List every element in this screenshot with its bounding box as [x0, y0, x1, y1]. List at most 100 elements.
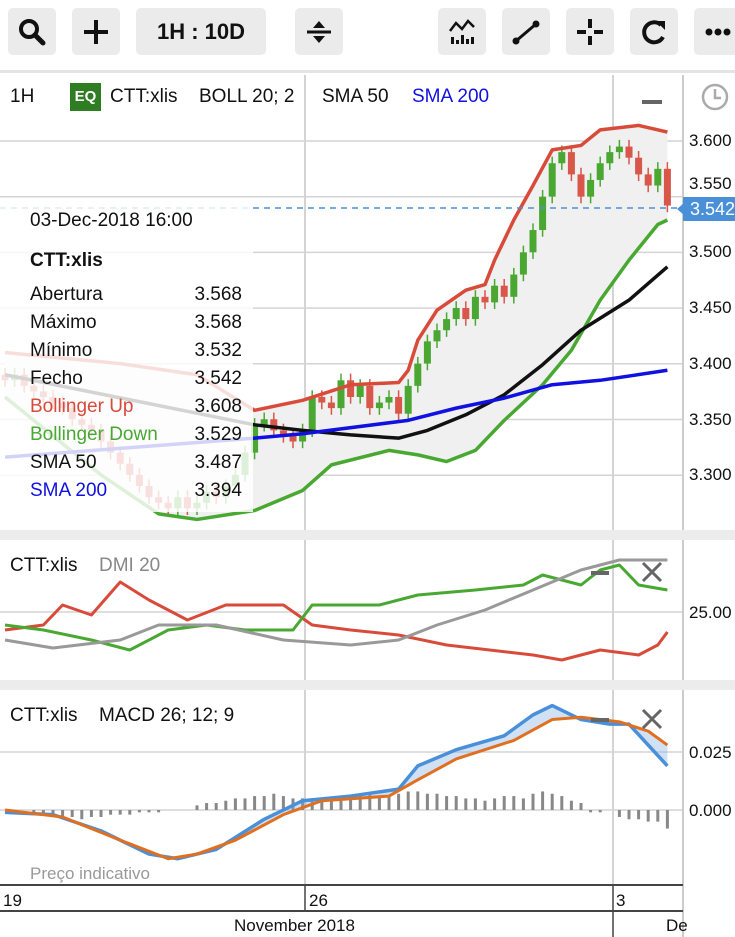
day-label: 26: [309, 891, 328, 910]
histogram-bar: [425, 793, 429, 810]
histogram-bar: [550, 793, 554, 810]
histogram-bar: [416, 791, 420, 810]
last-price-arrow-icon: [677, 203, 684, 215]
study-boll[interactable]: BOLL 20; 2: [199, 86, 295, 107]
histogram-bar: [521, 798, 525, 810]
minimize-icon[interactable]: [642, 100, 662, 104]
refresh-icon: [642, 19, 665, 44]
candle-body: [414, 363, 422, 386]
histogram-bar: [656, 810, 660, 822]
macd-tick: 0.000: [689, 801, 732, 820]
draw-line-icon: [512, 20, 540, 44]
search-button[interactable]: [8, 8, 56, 55]
close-icon[interactable]: [641, 708, 663, 730]
price-tick: 3.500: [689, 242, 732, 262]
macd-line: [4, 703, 669, 861]
candle-body: [567, 152, 575, 175]
tooltip-value: 3.529: [194, 424, 242, 445]
tooltip-label: Fecho: [30, 368, 83, 389]
more-button[interactable]: [694, 8, 735, 55]
clock-icon[interactable]: [701, 83, 729, 111]
candle-body: [644, 174, 652, 186]
tooltip-row: Bollinger Up 3.608: [30, 396, 242, 418]
tooltip-date: 03-Dec-2018 16:00: [30, 210, 193, 231]
histogram-bar: [627, 810, 631, 820]
candle-body: [366, 385, 374, 409]
resize-button[interactable]: [295, 8, 343, 55]
range-button[interactable]: 1H : 10D: [136, 8, 266, 55]
histogram-bar: [569, 800, 573, 810]
sma50-line: [4, 265, 669, 440]
candle-body: [558, 152, 566, 164]
price-tick: 3.450: [689, 298, 732, 318]
candle-body: [510, 274, 518, 297]
draw-line-button[interactable]: [502, 8, 550, 55]
histogram-bar: [646, 810, 650, 822]
histogram-bar: [531, 793, 535, 810]
histogram-bar: [435, 793, 439, 810]
tooltip-value: 3.532: [194, 340, 242, 361]
histogram-bar: [89, 810, 93, 817]
day-label: 19: [3, 891, 22, 910]
close-icon[interactable]: [641, 561, 663, 583]
candle-body: [270, 419, 278, 431]
candle-body: [539, 196, 547, 231]
histogram-bar: [349, 796, 353, 810]
bollinger-down-line: [3, 218, 669, 522]
symbol-label[interactable]: CTT:xlis: [110, 86, 178, 107]
candle-body: [519, 252, 527, 275]
price-tick: 3.400: [689, 353, 732, 373]
histogram-bar: [541, 791, 545, 810]
refresh-button[interactable]: [630, 8, 678, 55]
macd-fill: [5, 705, 668, 859]
minimize-icon[interactable]: [591, 571, 609, 575]
add-button[interactable]: [72, 8, 120, 55]
histogram-bar: [301, 798, 305, 810]
macd-study[interactable]: MACD 26; 12; 9: [99, 705, 235, 726]
histogram-bar: [598, 810, 602, 813]
study-sma50[interactable]: SMA 50: [322, 86, 389, 107]
panel-divider[interactable]: [0, 530, 735, 540]
candle-body: [529, 230, 537, 253]
minimize-icon[interactable]: [591, 718, 609, 722]
candle-body: [635, 157, 643, 175]
histogram-bar: [272, 793, 276, 810]
indicators-button[interactable]: [438, 8, 486, 55]
histogram-bar: [358, 793, 362, 810]
candle-body: [481, 296, 489, 303]
candle-body: [663, 168, 671, 206]
tooltip-label: Abertura: [30, 284, 103, 305]
macd-symbol: CTT:xlis: [10, 705, 78, 726]
study-sma200[interactable]: SMA 200: [412, 86, 490, 107]
dmi-study[interactable]: DMI 20: [99, 555, 161, 576]
day-label: 3: [616, 891, 626, 910]
histogram-bar: [157, 810, 161, 813]
watermark: Preço indicativo: [30, 864, 151, 883]
tooltip-row: Bollinger Down 3.529: [30, 424, 242, 446]
histogram-bar: [61, 810, 65, 817]
histogram-bar: [368, 793, 372, 810]
histogram-bar: [483, 800, 487, 810]
tooltip-label: Bollinger Down: [30, 424, 158, 445]
tooltip-row: SMA 50 3.487: [30, 452, 242, 474]
sma200-line: [4, 368, 668, 459]
crosshair-button[interactable]: [566, 8, 614, 55]
histogram-bar: [473, 798, 477, 810]
candle-body: [587, 179, 595, 197]
data-tooltip: 03-Dec-2018 16:00 CTT:xlis Abertura 3.568…: [0, 200, 253, 512]
candle-body: [308, 396, 316, 431]
candle-body: [260, 419, 268, 425]
candle-body: [625, 146, 633, 158]
tooltip-row: SMA 200 3.394: [30, 480, 242, 502]
resize-icon: [307, 20, 331, 43]
histogram-bar: [70, 810, 74, 817]
panel-divider[interactable]: [0, 680, 735, 690]
di-minus-line: [4, 580, 669, 662]
histogram-bar: [233, 798, 237, 810]
tooltip-row: Abertura 3.568: [30, 284, 242, 306]
di-plus-line: [4, 563, 668, 652]
histogram-bar: [454, 796, 458, 810]
toolbar-divider: [0, 70, 735, 73]
range-label: 1H : 10D: [156, 18, 246, 44]
candle-body: [289, 435, 297, 442]
